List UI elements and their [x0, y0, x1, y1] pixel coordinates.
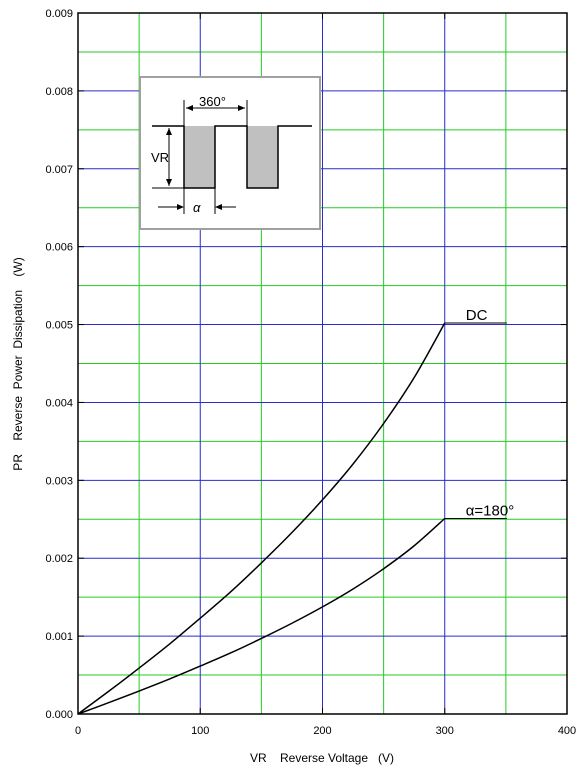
waveform-inset: 360° VR α	[139, 76, 321, 230]
inset-shaded-pulse-1	[184, 126, 215, 188]
y-tick-label: 0.008	[45, 86, 73, 98]
y-tick-label: 0.009	[45, 8, 73, 20]
inset-vr-label: VR	[151, 150, 169, 165]
y-tick-label: 0.003	[45, 475, 73, 487]
y-tick-label: 0.007	[45, 164, 73, 176]
inset-vr-arrowhead-bottom	[166, 179, 172, 186]
inset-box	[139, 76, 321, 230]
x-tick-label: 100	[191, 725, 209, 737]
x-tick-label: 400	[558, 725, 576, 737]
series-label-1: α=180°	[466, 502, 514, 519]
grid	[78, 13, 567, 714]
inset-alpha-label: α	[193, 200, 201, 215]
x-tick-label: 0	[75, 725, 81, 737]
x-tick-label: 300	[436, 725, 454, 737]
y-axis-label: PR Reverse Power Dissipation (W)	[11, 257, 25, 470]
inset-period-arrowhead-right	[238, 105, 245, 111]
inset-vr-arrowhead-top	[166, 128, 172, 135]
inset-alpha-arrowhead-left	[177, 204, 184, 210]
y-tick-label: 0.005	[45, 320, 73, 332]
x-axis-label: VR Reverse Voltage (V)	[250, 751, 394, 765]
y-tick-label: 0.002	[45, 553, 73, 565]
series-line-0	[77, 322, 446, 715]
series-line-1	[77, 517, 446, 715]
tick-labels: 0 100 200 300 400 0.000 0.001 0.002 0.003 0.004 0.…	[45, 8, 576, 737]
x-tick-label: 200	[313, 725, 331, 737]
inset-alpha-arrowhead-right	[215, 204, 222, 210]
inset-waveform	[152, 125, 312, 189]
axes	[77, 12, 568, 715]
y-tick-label: 0.006	[45, 242, 73, 254]
inset-period-arrowhead-left	[186, 105, 193, 111]
y-tick-label: 0.004	[45, 397, 73, 409]
series-label-0: DC	[466, 307, 488, 324]
annotations: DC α=180°	[444, 307, 514, 519]
series	[77, 322, 446, 715]
inset-shaded-pulse-2	[247, 126, 278, 188]
inset-period-label: 360°	[199, 94, 226, 109]
y-tick-label: 0.000	[45, 709, 73, 721]
y-tick-label: 0.001	[45, 631, 73, 643]
